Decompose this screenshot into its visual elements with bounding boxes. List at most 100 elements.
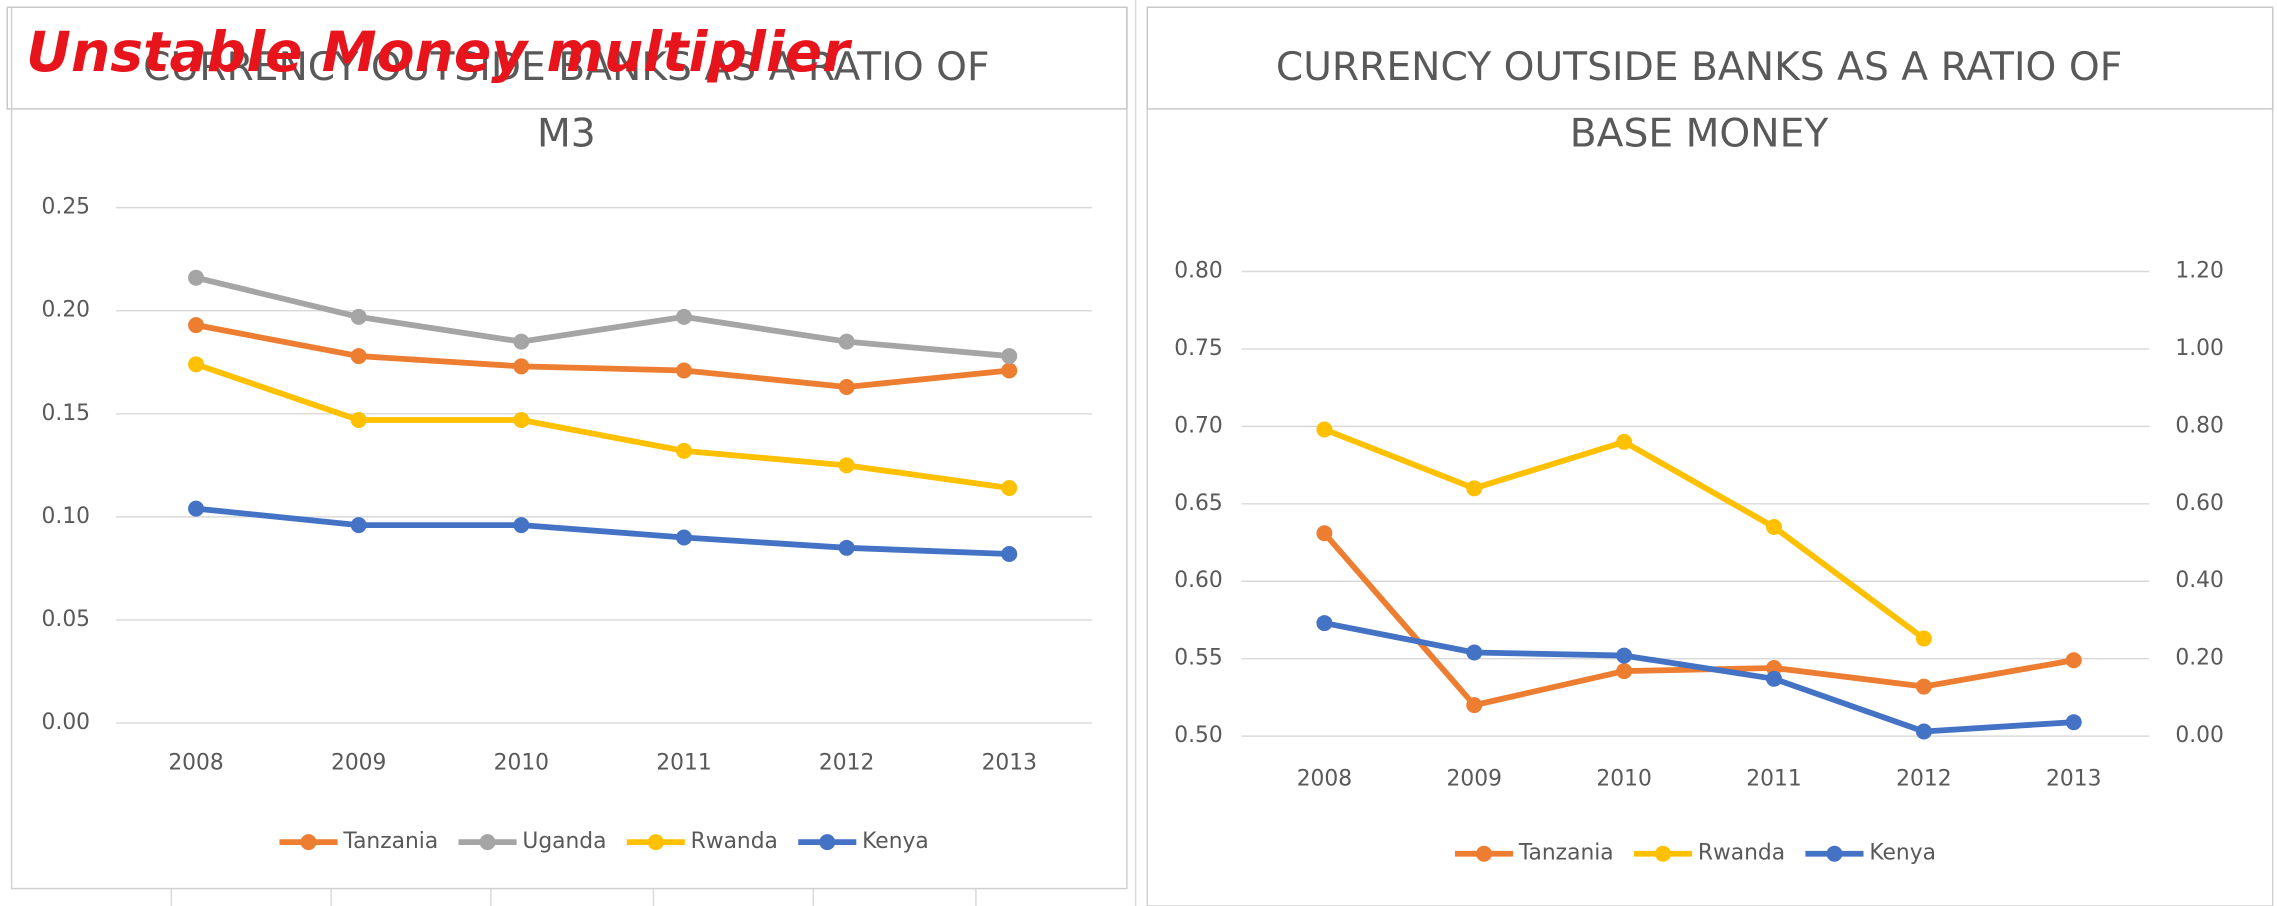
legend-label: Kenya	[1869, 841, 1936, 866]
legend-label: Tanzania	[342, 829, 438, 854]
series-line	[195, 322, 1010, 390]
point	[1001, 362, 1018, 379]
y-tick-label: 0.05	[42, 607, 90, 632]
point	[675, 442, 692, 459]
point	[188, 500, 205, 517]
point	[675, 529, 692, 546]
series-line	[1322, 531, 2075, 709]
y2-tick-label: 0.60	[2175, 491, 2223, 516]
point	[513, 333, 530, 350]
y-tick-label: 0.80	[1174, 259, 1222, 284]
y2-tick-label: 1.20	[2175, 259, 2223, 284]
legend-marker	[1655, 845, 1671, 862]
x-tick-label: 2012	[1896, 767, 1951, 792]
point	[1915, 678, 1932, 695]
point	[513, 517, 530, 534]
point	[1316, 525, 1333, 542]
point	[1466, 480, 1483, 497]
point	[838, 539, 855, 556]
point	[1466, 644, 1483, 661]
y2-tick-label: 0.40	[2175, 568, 2223, 593]
y-tick-label: 0.60	[1174, 568, 1222, 593]
x-tick-label: 2010	[494, 751, 549, 776]
heading: Unstable Money multiplier	[26, 20, 850, 85]
x-tick-label: 2010	[1596, 767, 1651, 792]
point	[2065, 714, 2082, 731]
point	[1766, 670, 1782, 687]
x-tick-label: 2008	[168, 751, 223, 776]
legend-label: Kenya	[862, 829, 929, 854]
x-tick-label: 2013	[2046, 767, 2101, 792]
y2-tick-label: 0.80	[2175, 413, 2223, 438]
sheet-lines	[170, 0, 1137, 906]
y2-tick-label: 1.00	[2175, 336, 2223, 361]
point	[350, 348, 367, 365]
series-line	[1323, 426, 1926, 641]
point	[1001, 546, 1018, 562]
y-tick-label: 0.55	[1174, 646, 1222, 671]
point	[513, 411, 530, 428]
x-tick-label: 2011	[656, 751, 711, 776]
point	[838, 457, 855, 474]
y-tick-label: 0.70	[1174, 413, 1222, 438]
heading-box	[1146, 6, 2274, 110]
point	[188, 269, 205, 286]
series-line	[195, 361, 1010, 491]
point	[1915, 723, 1932, 740]
legend-marker	[300, 834, 317, 851]
point	[1001, 348, 1018, 365]
legend-marker	[647, 834, 664, 851]
point	[188, 317, 205, 334]
x-tick-label: 2009	[331, 751, 386, 776]
point	[350, 308, 367, 325]
y-tick-label: 0.65	[1174, 491, 1222, 516]
legend-label: Tanzania	[1518, 841, 1614, 866]
point	[1616, 663, 1633, 680]
x-tick-label: 2012	[819, 751, 874, 776]
point	[1915, 630, 1932, 647]
y-tick-label: 0.75	[1174, 336, 1222, 361]
x-tick-label: 2009	[1447, 767, 1502, 792]
point	[675, 308, 692, 325]
y-tick-label: 0.50	[1174, 723, 1222, 748]
point	[838, 333, 855, 350]
point	[1316, 421, 1333, 438]
legend-marker	[479, 834, 496, 851]
legend-marker	[819, 834, 836, 851]
legend-label: Uganda	[522, 829, 606, 854]
point	[1766, 519, 1782, 536]
heading-box	[6, 6, 1128, 110]
point	[1316, 615, 1333, 632]
point	[1616, 647, 1633, 664]
series-line	[195, 505, 1010, 557]
point	[350, 517, 367, 534]
legend-marker	[1826, 845, 1843, 862]
series-line	[195, 274, 1010, 359]
chart-title: CURRENCY OUTSIDE BANKS AS A RATIO OF M3	[143, 45, 990, 157]
y-tick-label: 0.15	[42, 401, 90, 426]
legend-marker	[1476, 845, 1492, 862]
point	[2065, 652, 2082, 669]
point	[1001, 480, 1018, 496]
point	[1466, 697, 1483, 714]
chart-title: CURRENCY OUTSIDE BANKS AS A RATIO OF BAS…	[1275, 45, 2123, 157]
x-tick-label: 2013	[982, 751, 1037, 776]
y2-tick-label: 0.00	[2175, 723, 2223, 748]
y-tick-label: 0.10	[42, 504, 90, 529]
point	[675, 362, 692, 379]
point	[350, 411, 367, 428]
y-tick-label: 0.00	[42, 710, 90, 735]
legend-label: Rwanda	[1698, 841, 1785, 866]
x-tick-label: 2008	[1297, 767, 1352, 792]
point	[188, 356, 205, 373]
series-line	[1323, 620, 2074, 735]
point	[513, 358, 530, 375]
point	[1616, 433, 1633, 450]
point	[838, 379, 855, 395]
y-tick-label: 0.20	[42, 298, 90, 323]
x-tick-label: 2011	[1746, 767, 1801, 792]
y-tick-label: 0.25	[42, 195, 90, 220]
